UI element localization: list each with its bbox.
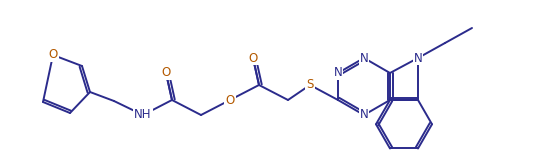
Text: O: O xyxy=(161,66,171,80)
Text: N: N xyxy=(360,109,368,121)
Text: N: N xyxy=(414,51,422,65)
Text: N: N xyxy=(334,66,342,80)
Text: NH: NH xyxy=(134,109,152,121)
Text: O: O xyxy=(49,49,58,62)
Text: N: N xyxy=(360,51,368,65)
Text: S: S xyxy=(306,79,314,92)
Text: O: O xyxy=(225,94,235,106)
Text: O: O xyxy=(248,51,257,65)
